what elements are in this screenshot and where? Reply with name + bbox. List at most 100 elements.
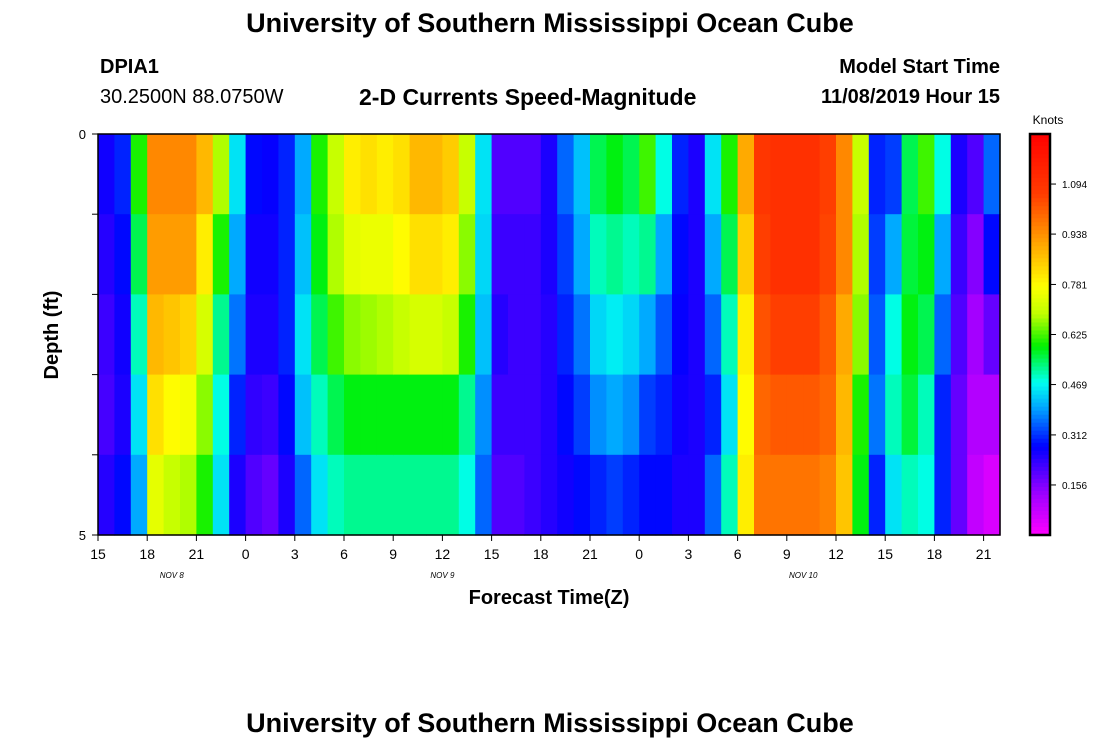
colorbar-segment — [1030, 258, 1050, 263]
colorbar-segment — [1030, 466, 1050, 472]
heatmap-cell — [704, 454, 722, 536]
heatmap-cell — [573, 214, 591, 295]
heatmap-cell — [376, 374, 394, 456]
heatmap-cell — [426, 294, 443, 376]
heatmap-cell — [868, 374, 886, 456]
heatmap-cell — [786, 294, 804, 376]
colorbar-segment — [1030, 446, 1050, 452]
heatmap-cell — [573, 374, 591, 456]
colorbar-segment — [1030, 510, 1050, 516]
heatmap-cells — [98, 134, 1001, 536]
heatmap-cell — [557, 374, 575, 456]
heatmap-cell — [803, 294, 821, 376]
heatmap-cell — [590, 294, 607, 376]
x-tick-label: 15 — [877, 546, 893, 562]
heatmap-cell — [262, 454, 279, 536]
colorbar-segment — [1030, 498, 1050, 504]
heatmap-cell — [950, 454, 968, 536]
heatmap-cell — [672, 374, 689, 456]
heatmap-cell — [442, 454, 460, 536]
colorbar-segment — [1030, 494, 1050, 500]
date-label: NOV 9 — [430, 571, 455, 580]
heatmap-cell — [885, 454, 903, 536]
heatmap-cell — [737, 294, 755, 376]
colorbar-segment — [1030, 210, 1050, 215]
heatmap-cell — [983, 134, 1001, 215]
colorbar-segment — [1030, 322, 1050, 328]
x-tick-label: 18 — [139, 546, 155, 562]
heatmap-cell — [721, 294, 739, 376]
y-axis: 05 — [79, 127, 98, 543]
colorbar-segment — [1030, 178, 1050, 183]
heatmap-cell — [721, 134, 739, 215]
colorbar-segment — [1030, 502, 1050, 508]
heatmap-cell — [950, 214, 968, 295]
heatmap-cell — [147, 214, 165, 295]
heatmap-cell — [852, 374, 870, 456]
heatmap-cell — [376, 134, 394, 215]
heatmap-cell — [360, 374, 378, 456]
heatmap-cell — [458, 214, 476, 295]
heatmap-cell — [344, 134, 361, 215]
heatmap-cell — [672, 294, 689, 376]
heatmap-cell — [426, 454, 443, 536]
heatmap-cell — [147, 374, 165, 456]
colorbar-segment — [1030, 426, 1050, 432]
heatmap-cell — [508, 294, 525, 376]
colorbar-segment — [1030, 170, 1050, 175]
colorbar-segment — [1030, 330, 1050, 336]
heatmap-cell — [212, 294, 230, 376]
heatmap-cell — [294, 374, 312, 456]
heatmap-cell — [688, 134, 706, 215]
heatmap-cell — [688, 294, 706, 376]
heatmap-cell — [524, 294, 542, 376]
colorbar-segment — [1030, 326, 1050, 332]
heatmap-cell — [704, 134, 722, 215]
heatmap-cell — [491, 214, 509, 295]
heatmap-cell — [409, 454, 427, 536]
colorbar-segment — [1030, 394, 1050, 400]
heatmap-cell — [885, 294, 903, 376]
heatmap-cell — [393, 374, 411, 456]
heatmap-cell — [557, 134, 575, 215]
colorbar-segment — [1030, 166, 1050, 171]
heatmap-cell — [786, 374, 804, 456]
heatmap-cell — [262, 214, 279, 295]
colorbar-segment — [1030, 310, 1050, 316]
heatmap-cell — [590, 134, 607, 215]
x-axis-label: Forecast Time(Z) — [469, 587, 630, 609]
colorbar-segment — [1030, 246, 1050, 251]
heatmap-cell — [803, 374, 821, 456]
heatmap-cell — [245, 134, 263, 215]
heatmap-cell — [98, 374, 115, 456]
heatmap-cell — [442, 134, 460, 215]
heatmap-cell — [672, 454, 689, 536]
heatmap-cell — [737, 454, 755, 536]
x-tick-label: 15 — [484, 546, 500, 562]
heatmap-cell — [803, 214, 821, 295]
heatmap-cell — [245, 374, 263, 456]
heatmap-cell — [622, 294, 640, 376]
x-tick-label: 21 — [976, 546, 992, 562]
heatmap-cell — [327, 134, 345, 215]
colorbar-segment — [1030, 358, 1050, 364]
heatmap-cell — [360, 454, 378, 536]
colorbar-segment — [1030, 226, 1050, 231]
date-label: NOV 8 — [160, 571, 185, 580]
heatmap-cell — [180, 454, 197, 536]
heatmap-cell — [262, 134, 279, 215]
colorbar-segment — [1030, 430, 1050, 436]
heatmap-cell — [770, 454, 788, 536]
colorbar-segment — [1030, 514, 1050, 520]
colorbar-segment — [1030, 458, 1050, 464]
heatmap-cell — [819, 214, 837, 295]
x-tick-label: 15 — [90, 546, 106, 562]
heatmap-cell — [98, 214, 115, 295]
heatmap-cell — [983, 294, 1001, 376]
heatmap-cell — [294, 214, 312, 295]
heatmap-cell — [393, 214, 411, 295]
heatmap-cell — [212, 214, 230, 295]
heatmap-cell — [409, 214, 427, 295]
colorbar-segment — [1030, 222, 1050, 227]
